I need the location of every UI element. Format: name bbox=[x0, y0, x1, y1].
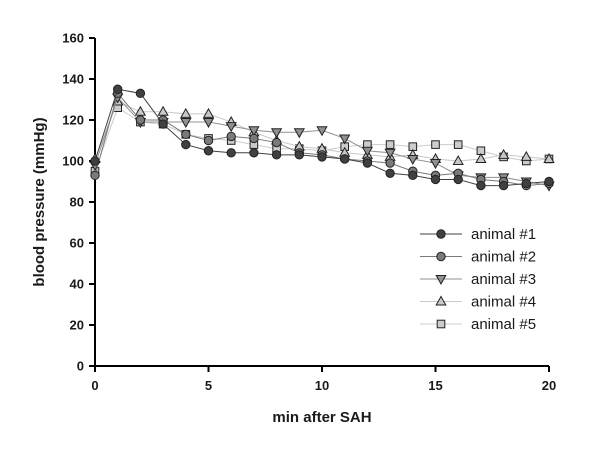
data-point bbox=[248, 126, 260, 137]
data-point bbox=[158, 119, 168, 129]
y-tick-label: 80 bbox=[70, 195, 84, 210]
y-tick-label: 140 bbox=[62, 72, 84, 87]
legend-marker bbox=[435, 275, 447, 286]
y-tick-label: 60 bbox=[70, 236, 84, 251]
data-point bbox=[181, 139, 191, 150]
legend-marker bbox=[436, 319, 446, 329]
legend-item: animal #4 bbox=[420, 294, 536, 311]
y-tick-label: 40 bbox=[70, 277, 84, 292]
data-point bbox=[180, 107, 192, 118]
data-point bbox=[271, 137, 282, 148]
data-point bbox=[226, 131, 236, 142]
data-point bbox=[497, 148, 510, 159]
legend-marker bbox=[435, 295, 447, 306]
data-point bbox=[361, 146, 374, 157]
series-1 bbox=[90, 84, 554, 191]
data-point bbox=[135, 88, 146, 99]
legend-marker bbox=[436, 251, 446, 262]
x-tick-label: 10 bbox=[315, 378, 329, 393]
data-point bbox=[385, 140, 395, 149]
data-point bbox=[385, 168, 395, 179]
data-point bbox=[294, 150, 304, 160]
data-point bbox=[429, 159, 442, 170]
data-point bbox=[226, 148, 236, 158]
x-tick-label: 20 bbox=[542, 378, 556, 393]
x-tick-label: 15 bbox=[428, 378, 442, 393]
data-point bbox=[270, 128, 283, 139]
data-point bbox=[316, 126, 328, 137]
data-point bbox=[202, 118, 215, 129]
legend-item: animal #3 bbox=[420, 271, 536, 288]
data-point bbox=[430, 174, 441, 185]
legend-label: animal #1 bbox=[471, 226, 536, 243]
series-3 bbox=[89, 93, 555, 192]
data-point bbox=[180, 118, 192, 129]
y-tick-label: 100 bbox=[62, 154, 84, 169]
data-point bbox=[339, 134, 351, 145]
data-point bbox=[453, 174, 463, 185]
data-point bbox=[520, 150, 532, 161]
data-point bbox=[544, 176, 554, 187]
data-point bbox=[431, 140, 440, 149]
data-point bbox=[202, 107, 215, 118]
x-tick-label: 0 bbox=[91, 378, 98, 393]
data-point bbox=[90, 156, 100, 166]
data-point bbox=[293, 128, 305, 139]
legend-marker bbox=[436, 229, 446, 239]
data-point bbox=[362, 158, 373, 168]
y-axis-title: blood pressure (mmHg) bbox=[31, 117, 48, 286]
legend-label: animal #5 bbox=[471, 316, 536, 333]
data-point bbox=[271, 150, 282, 160]
data-point bbox=[249, 148, 259, 158]
data-point bbox=[249, 133, 259, 144]
data-point bbox=[521, 178, 531, 189]
data-point bbox=[181, 129, 191, 140]
data-point bbox=[408, 170, 418, 181]
legend-item: animal #2 bbox=[420, 249, 536, 266]
data-point bbox=[134, 105, 147, 116]
axes: 0 20 40 60 80 100 120 140 160 0 5 10 15 20 bbox=[62, 31, 556, 394]
data-point bbox=[452, 154, 464, 165]
data-point bbox=[135, 115, 146, 125]
legend-item: animal #1 bbox=[420, 226, 536, 243]
legend-label: animal #2 bbox=[471, 249, 536, 266]
legend-label: animal #4 bbox=[471, 294, 536, 311]
y-tick-label: 20 bbox=[70, 318, 84, 333]
series-line bbox=[94, 88, 550, 187]
data-point bbox=[453, 140, 463, 149]
data-point bbox=[90, 170, 100, 181]
y-tick-label: 160 bbox=[62, 31, 84, 46]
legend-item: animal #5 bbox=[420, 316, 536, 333]
data-point bbox=[498, 180, 509, 191]
data-point bbox=[225, 122, 237, 133]
data-point bbox=[385, 158, 395, 168]
data-point bbox=[476, 180, 486, 191]
data-point bbox=[384, 148, 396, 159]
x-tick-label: 5 bbox=[205, 378, 212, 393]
y-tick-label: 0 bbox=[77, 359, 84, 374]
data-point bbox=[407, 154, 419, 165]
data-point bbox=[113, 84, 123, 94]
data-point bbox=[203, 135, 214, 146]
y-tick-label: 120 bbox=[62, 113, 84, 128]
legend: animal #1 animal #2 animal #3 animal #4 anim… bbox=[420, 226, 536, 333]
series-layer bbox=[89, 84, 555, 192]
data-point bbox=[543, 152, 555, 163]
x-axis-title: min after SAH bbox=[272, 409, 371, 426]
data-point bbox=[317, 152, 327, 162]
data-point bbox=[157, 105, 169, 116]
data-point bbox=[203, 146, 214, 156]
data-point bbox=[475, 152, 487, 163]
data-point bbox=[340, 154, 350, 164]
legend-label: animal #3 bbox=[471, 271, 536, 288]
